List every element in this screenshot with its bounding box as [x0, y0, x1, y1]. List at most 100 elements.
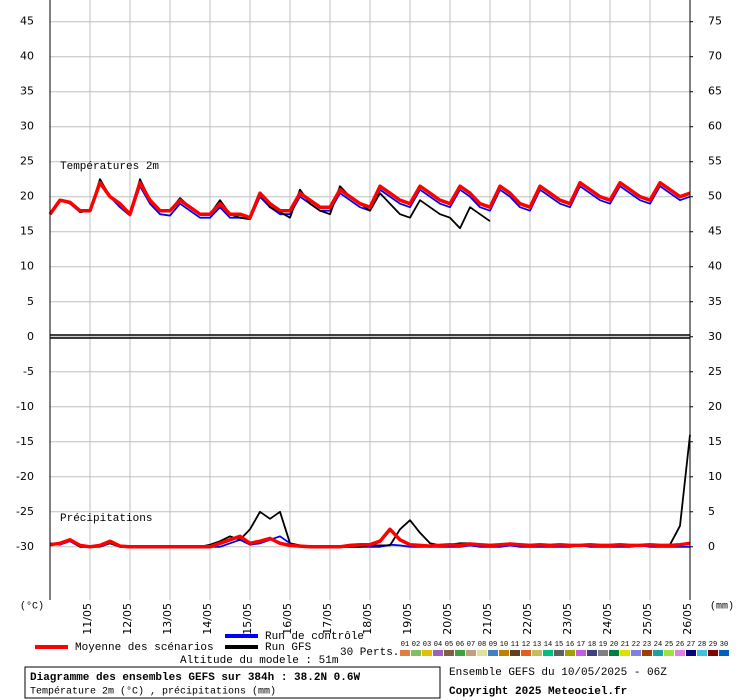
pert-label: 04 — [434, 641, 442, 649]
y-tick-label: -20 — [16, 470, 34, 483]
pert-label: 19 — [599, 641, 607, 649]
pert-label: 21 — [621, 641, 629, 649]
pert-swatch — [620, 650, 630, 656]
y2-tick-label: 75 — [708, 15, 722, 28]
altitude-label: Altitude du modele : 51m — [180, 655, 339, 667]
pert-label: 27 — [687, 641, 695, 649]
pert-swatch — [510, 650, 520, 656]
pert-swatch — [576, 650, 586, 656]
pert-swatch — [653, 650, 663, 656]
pert-label: 14 — [544, 641, 552, 649]
pert-label: 30 — [720, 641, 728, 649]
pert-swatch — [642, 650, 652, 656]
y-tick-label: 45 — [20, 15, 34, 28]
pert-label: 06 — [456, 641, 464, 649]
pert-swatch — [499, 650, 509, 656]
y-tick-label: 15 — [20, 225, 34, 238]
y2-tick-label: 70 — [708, 50, 722, 63]
caption-title: Diagramme des ensembles GEFS sur 384h : … — [30, 672, 360, 684]
pert-label: 03 — [423, 641, 431, 649]
pert-label: 20 — [610, 641, 618, 649]
x-tick-label: 23/05 — [561, 603, 574, 635]
pert-swatch — [565, 650, 575, 656]
copyright: Copyright 2025 Meteociel.fr — [449, 686, 627, 698]
pert-label: 26 — [676, 641, 684, 649]
pert-label: 08 — [478, 641, 486, 649]
pert-label: 15 — [555, 641, 563, 649]
run-label: Ensemble GEFS du 10/05/2025 - 06Z — [449, 667, 667, 679]
y2-tick-label: 65 — [708, 85, 722, 98]
pert-label: 22 — [632, 641, 640, 649]
pert-swatch — [719, 650, 729, 656]
y-tick-label: -10 — [16, 400, 34, 413]
x-tick-label: 21/05 — [481, 603, 494, 635]
y2-tick-label: 10 — [708, 470, 722, 483]
pert-swatch — [532, 650, 542, 656]
y-tick-label: 0 — [27, 330, 34, 343]
pert-swatch — [686, 650, 696, 656]
pert-swatch — [554, 650, 564, 656]
pert-swatch — [455, 650, 465, 656]
x-tick-label: 24/05 — [601, 603, 614, 635]
pert-label: 10 — [500, 641, 508, 649]
pert-swatch — [675, 650, 685, 656]
x-tick-label: 16/05 — [281, 603, 294, 635]
temp-panel-label: Températures 2m — [60, 161, 159, 173]
x-tick-label: 15/05 — [241, 603, 254, 635]
pert-swatch — [422, 650, 432, 656]
y2-tick-label: 5 — [708, 505, 715, 518]
y-tick-label: -30 — [16, 540, 34, 553]
pert-label: 02 — [412, 641, 420, 649]
x-tick-label: 25/05 — [641, 603, 654, 635]
pert-label: 29 — [709, 641, 717, 649]
pert-swatch — [477, 650, 487, 656]
perts-label: 30 Perts. — [340, 647, 399, 659]
x-tick-label: 12/05 — [121, 603, 134, 635]
pert-swatch — [631, 650, 641, 656]
pert-label: 28 — [698, 641, 706, 649]
temperature-line — [48, 180, 691, 220]
pert-swatch — [433, 650, 443, 656]
pert-swatch — [400, 650, 410, 656]
y-tick-label: -25 — [16, 505, 34, 518]
pert-swatch — [521, 650, 531, 656]
y-tick-label: -5 — [23, 365, 34, 378]
y2-tick-label: 0 — [708, 540, 715, 553]
pert-swatch — [697, 650, 707, 656]
pert-label: 17 — [577, 641, 585, 649]
x-tick-label: 26/05 — [681, 603, 694, 635]
pert-label: 11 — [511, 641, 519, 649]
pert-label: 24 — [654, 641, 662, 649]
pert-label: 13 — [533, 641, 541, 649]
y2-tick-label: 35 — [708, 295, 722, 308]
pert-label: 23 — [643, 641, 651, 649]
y2-tick-label: 20 — [708, 400, 722, 413]
y2-tick-label: 30 — [708, 330, 722, 343]
x-tick-label: 19/05 — [401, 603, 414, 635]
pert-swatch — [488, 650, 498, 656]
pert-swatch — [543, 650, 553, 656]
pert-label: 12 — [522, 641, 530, 649]
y-tick-label: 5 — [27, 295, 34, 308]
y-tick-label: -15 — [16, 435, 34, 448]
x-tick-label: 17/05 — [321, 603, 334, 635]
pert-swatch — [587, 650, 597, 656]
y-axis-label: (°C) — [20, 601, 44, 613]
pert-label: 18 — [588, 641, 596, 649]
y2-tick-label: 40 — [708, 260, 722, 273]
x-tick-label: 11/05 — [81, 603, 94, 635]
x-tick-label: 22/05 — [521, 603, 534, 635]
pert-label: 09 — [489, 641, 497, 649]
pert-swatch — [444, 650, 454, 656]
pert-swatch — [598, 650, 608, 656]
caption-subtitle: Température 2m (°C) , précipitations (mm… — [30, 686, 276, 698]
y2-axis-label: (mm) — [710, 601, 734, 613]
pert-swatch — [664, 650, 674, 656]
legend-label: Moyenne des scénarios — [75, 642, 214, 654]
precip-panel-label: Précipitations — [60, 513, 152, 525]
y-tick-label: 30 — [20, 120, 34, 133]
pert-label: 25 — [665, 641, 673, 649]
pert-swatch — [411, 650, 421, 656]
caption-box — [24, 666, 441, 699]
